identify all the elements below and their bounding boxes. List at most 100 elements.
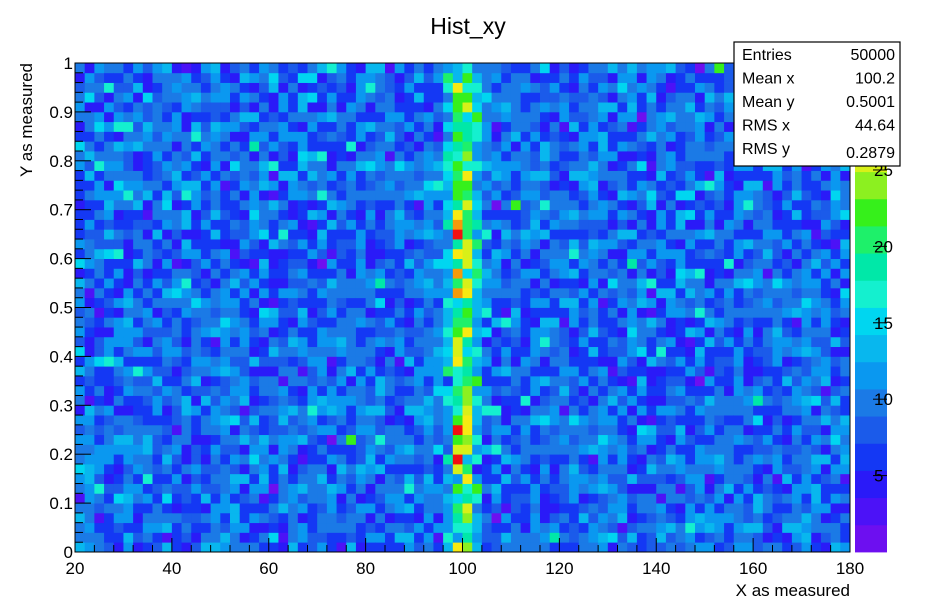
heatmap-cell xyxy=(346,72,357,83)
heatmap-cell xyxy=(704,395,715,406)
heatmap-cell xyxy=(510,72,522,83)
heatmap-cell xyxy=(268,434,279,445)
heatmap-cell xyxy=(510,111,522,123)
heatmap-cell xyxy=(472,160,483,171)
heatmap-cell xyxy=(326,542,337,553)
heatmap-cell xyxy=(714,415,725,426)
heatmap-cell xyxy=(385,287,396,299)
heatmap-cell xyxy=(307,287,318,299)
heatmap-cell xyxy=(665,141,677,152)
heatmap-cell xyxy=(472,63,483,74)
heatmap-cell xyxy=(452,346,463,357)
heatmap-cell xyxy=(171,160,182,171)
heatmap-cell xyxy=(704,444,715,455)
heatmap-cell xyxy=(230,444,241,455)
heatmap-cell xyxy=(646,111,657,123)
heatmap-cell xyxy=(569,180,580,191)
heatmap-cell xyxy=(171,190,182,201)
heatmap-cell xyxy=(472,434,483,445)
heatmap-cell xyxy=(181,297,192,308)
heatmap-cell xyxy=(559,493,570,504)
heatmap-cell xyxy=(462,72,473,83)
heatmap-cell xyxy=(152,190,163,201)
heatmap-cell xyxy=(801,473,812,484)
heatmap-cell xyxy=(394,248,405,259)
heatmap-cell xyxy=(317,463,328,475)
heatmap-cell xyxy=(336,287,347,299)
heatmap-cell xyxy=(733,483,744,494)
heatmap-cell xyxy=(753,180,764,191)
heatmap-cell xyxy=(656,141,667,152)
heatmap-cell xyxy=(123,385,134,396)
heatmap-cell xyxy=(414,463,425,475)
heatmap-cell xyxy=(772,434,783,445)
heatmap-cell xyxy=(259,424,270,436)
heatmap-cell xyxy=(123,463,134,475)
heatmap-cell xyxy=(753,170,764,181)
heatmap-cell xyxy=(336,111,347,123)
heatmap-cell xyxy=(762,258,773,269)
heatmap-cell xyxy=(452,454,463,465)
heatmap-cell xyxy=(714,385,725,396)
heatmap-cell xyxy=(462,366,473,377)
heatmap-cell xyxy=(307,248,318,259)
heatmap-cell xyxy=(210,405,221,416)
heatmap-cell xyxy=(675,199,686,211)
heatmap-cell xyxy=(588,131,599,142)
heatmap-cell xyxy=(675,366,686,377)
heatmap-cell xyxy=(462,444,473,455)
heatmap-cell xyxy=(617,111,628,123)
heatmap-cell xyxy=(510,522,522,533)
heatmap-cell xyxy=(636,434,647,445)
heatmap-cell xyxy=(801,190,812,201)
heatmap-cell xyxy=(443,160,454,171)
heatmap-cell xyxy=(549,229,560,240)
heatmap-cell xyxy=(588,375,599,387)
heatmap-cell xyxy=(501,121,512,132)
heatmap-cell xyxy=(84,131,95,142)
heatmap-cell xyxy=(259,493,270,504)
heatmap-cell xyxy=(297,151,308,162)
heatmap-cell xyxy=(239,72,250,83)
heatmap-cell xyxy=(404,278,415,289)
heatmap-cell xyxy=(336,121,347,132)
heatmap-cell xyxy=(636,454,647,465)
heatmap-cell xyxy=(307,278,318,289)
heatmap-cell xyxy=(801,287,812,299)
heatmap-cell xyxy=(191,170,202,181)
heatmap-cell xyxy=(181,317,192,328)
heatmap-cell xyxy=(123,346,134,357)
heatmap-cell xyxy=(230,454,241,465)
heatmap-cell xyxy=(733,463,744,475)
heatmap-cell xyxy=(636,483,647,494)
heatmap-cell xyxy=(162,463,173,475)
heatmap-cell xyxy=(142,434,153,445)
heatmap-cell xyxy=(75,395,86,406)
heatmap-cell xyxy=(733,346,744,357)
heatmap-cell xyxy=(675,483,686,494)
heatmap-cell xyxy=(443,356,454,367)
heatmap-cell xyxy=(152,532,163,543)
heatmap-cell xyxy=(695,483,706,494)
heatmap-cell xyxy=(472,141,483,152)
heatmap-cell xyxy=(510,248,522,259)
heatmap-cell xyxy=(540,190,551,201)
heatmap-cell xyxy=(607,190,618,201)
heatmap-cell xyxy=(239,463,250,475)
heatmap-cell xyxy=(733,317,744,328)
heatmap-cell xyxy=(326,532,337,543)
heatmap-cell xyxy=(685,92,696,103)
heatmap-cell xyxy=(656,346,667,357)
heatmap-cell xyxy=(355,239,367,250)
heatmap-cell xyxy=(695,395,706,406)
heatmap-cell xyxy=(385,190,396,201)
heatmap-cell xyxy=(113,219,124,230)
heatmap-cell xyxy=(142,483,153,494)
heatmap-cell xyxy=(685,239,696,250)
heatmap-cell xyxy=(307,532,318,543)
heatmap-cell xyxy=(665,121,677,132)
heatmap-cell xyxy=(94,287,105,299)
heatmap-cell xyxy=(297,366,308,377)
heatmap-cell xyxy=(452,160,463,171)
heatmap-cell xyxy=(481,356,492,367)
